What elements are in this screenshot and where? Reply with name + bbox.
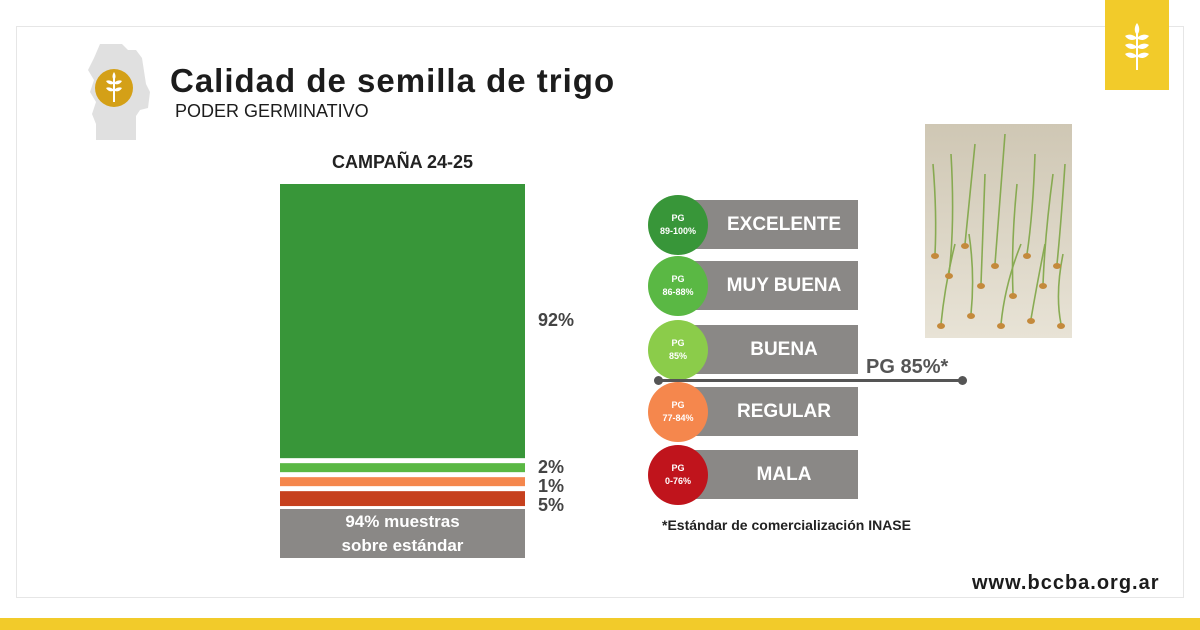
summary-line-1: 94% muestras: [345, 511, 460, 531]
grade-code: PG: [671, 213, 685, 223]
grade-code: PG: [671, 463, 685, 473]
grade-range: 77-84%: [662, 413, 694, 423]
summary-box: 94% muestras sobre estándar: [280, 509, 525, 558]
website-link[interactable]: www.bccba.org.ar: [972, 572, 1160, 594]
grade-label: EXCELENTE: [688, 200, 858, 249]
grade-range: 86-88%: [662, 287, 694, 297]
footnote: *Estándar de comercialización INASE: [662, 517, 911, 533]
bar-label-excelente: 92%: [538, 310, 575, 331]
content-frame: [16, 26, 1184, 598]
bottom-band: [0, 618, 1200, 630]
standard-label: PG 85%*: [866, 356, 949, 378]
summary-line-2: sobre estándar: [341, 535, 464, 555]
bar-segment-regular: [280, 477, 525, 487]
grade-code: PG: [671, 400, 685, 410]
chart-title: CAMPAÑA 24-25: [331, 152, 474, 172]
standard-line: [658, 379, 963, 382]
wheat-icon: [1125, 23, 1149, 70]
germinating-wheat-photo: [925, 124, 1072, 338]
grade-circle: PG 86-88%: [648, 256, 708, 316]
cordoba-province-icon: [88, 44, 150, 140]
bar-segment-mala: [280, 491, 525, 507]
bar-segment-excelente: [280, 184, 525, 459]
grade-label: BUENA: [688, 325, 858, 374]
bar-label-mala: 5%: [538, 494, 565, 515]
bar-label-regular: 1%: [538, 475, 565, 496]
grade-label: MALA: [688, 450, 858, 499]
grade-circle: PG 85%: [648, 320, 708, 380]
page-title: Calidad de semilla de trigo: [170, 62, 616, 99]
bar-segment-muy-buena: [280, 463, 525, 473]
grade-range: 85%: [668, 351, 687, 361]
grade-code: PG: [671, 338, 685, 348]
standard-line-end-dot: [958, 376, 967, 385]
grade-label: REGULAR: [688, 387, 858, 436]
page-subtitle: PODER GERMINATIVO: [175, 101, 369, 121]
bar-label-muy-buena: 2%: [538, 456, 565, 477]
grade-label: MUY BUENA: [688, 261, 858, 310]
grade-range: 89-100%: [659, 226, 697, 236]
grade-circle: PG 0-76%: [648, 445, 708, 505]
stacked-bar-chart: [280, 184, 525, 507]
grade-range: 0-76%: [664, 476, 691, 486]
brand-logo: [1105, 0, 1169, 90]
grade-circle: PG 77-84%: [648, 382, 708, 442]
standard-line-start-dot: [654, 376, 663, 385]
grade-code: PG: [671, 274, 685, 284]
grade-circle: PG 89-100%: [648, 195, 708, 255]
